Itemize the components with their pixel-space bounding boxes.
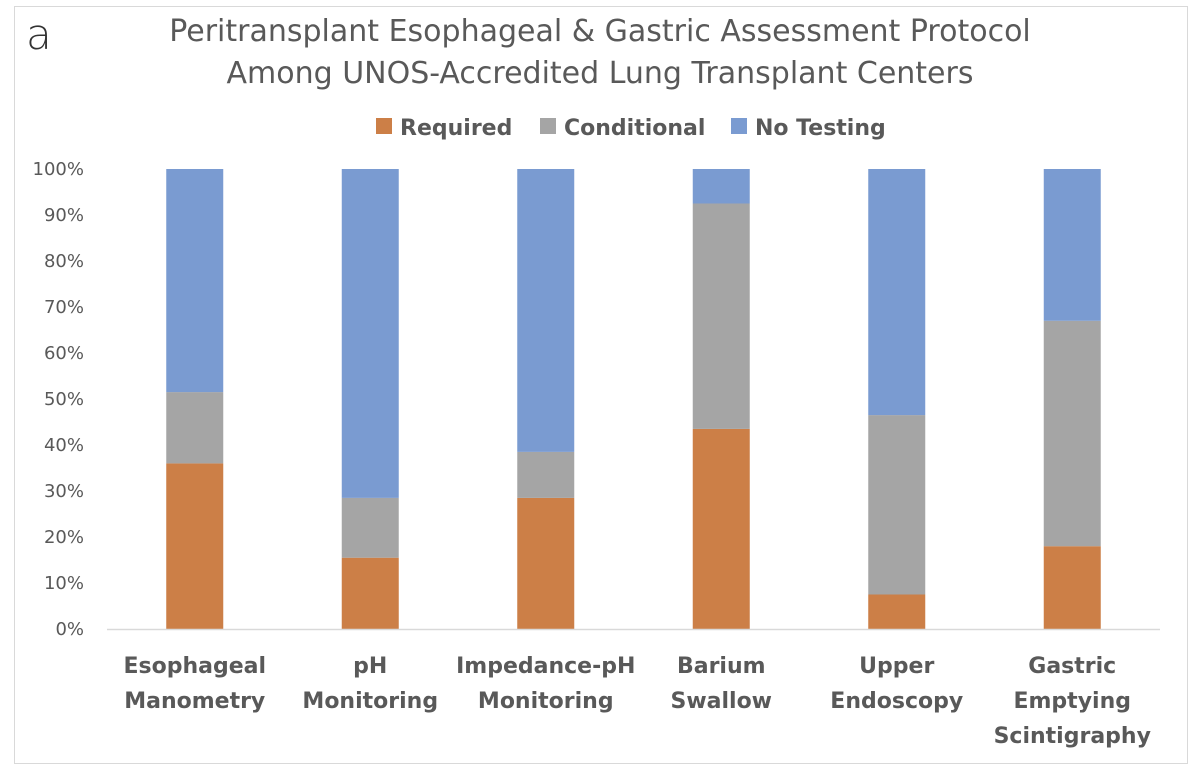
x-category-label: Monitoring <box>478 689 614 714</box>
legend-swatch-conditional <box>540 118 556 134</box>
bar-required <box>692 428 750 629</box>
y-tick-label: 30% <box>44 481 84 502</box>
x-category-label: Monitoring <box>302 689 438 714</box>
bar-conditional <box>868 415 926 595</box>
y-tick-label: 60% <box>44 343 84 364</box>
y-tick-label: 90% <box>44 205 84 226</box>
x-category-label: Endoscopy <box>830 689 963 714</box>
x-category-label: Impedance-pH <box>456 654 635 679</box>
x-category-label: pH <box>353 654 387 679</box>
bar-required <box>1043 546 1101 629</box>
panel-label: a <box>26 10 52 59</box>
bar-required <box>166 463 224 629</box>
bar-required <box>341 557 399 629</box>
bar-no-testing <box>166 169 224 393</box>
bar-conditional <box>692 203 750 429</box>
x-category-label: Manometry <box>124 689 265 714</box>
y-tick-label: 40% <box>44 435 84 456</box>
bar-conditional <box>517 451 575 498</box>
y-tick-label: 0% <box>55 619 84 640</box>
legend-label-conditional: Conditional <box>564 116 705 141</box>
bar-no-testing <box>868 169 926 416</box>
bar-conditional <box>1043 320 1101 547</box>
x-category-label: Swallow <box>670 689 772 714</box>
x-category-label: Barium <box>677 654 766 679</box>
x-category-label: Upper <box>859 654 934 679</box>
y-tick-label: 80% <box>44 251 84 272</box>
y-tick-label: 10% <box>44 573 84 594</box>
legend-swatch-no-testing <box>731 118 747 134</box>
x-category-label: Gastric <box>1028 654 1116 679</box>
legend-label-required: Required <box>400 116 512 141</box>
bar-conditional <box>166 392 224 464</box>
y-tick-label: 70% <box>44 297 84 318</box>
x-category-label: Esophageal <box>123 654 266 679</box>
bar-no-testing <box>692 169 750 204</box>
bar-required <box>868 594 926 629</box>
bar-no-testing <box>341 169 399 498</box>
bar-no-testing <box>517 169 575 452</box>
chart-title-line-1: Peritransplant Esophageal & Gastric Asse… <box>169 14 1031 49</box>
y-tick-label: 50% <box>44 389 84 410</box>
y-tick-label: 20% <box>44 527 84 548</box>
x-category-label: Scintigraphy <box>994 724 1151 749</box>
legend-label-no-testing: No Testing <box>755 116 886 141</box>
x-category-label: Emptying <box>1013 689 1131 714</box>
chart-title-line-2: Among UNOS-Accredited Lung Transplant Ce… <box>226 56 974 91</box>
y-tick-label: 100% <box>33 159 84 180</box>
bar-required <box>517 497 575 629</box>
bar-no-testing <box>1043 169 1101 321</box>
bar-conditional <box>341 497 399 558</box>
legend-swatch-required <box>376 118 392 134</box>
